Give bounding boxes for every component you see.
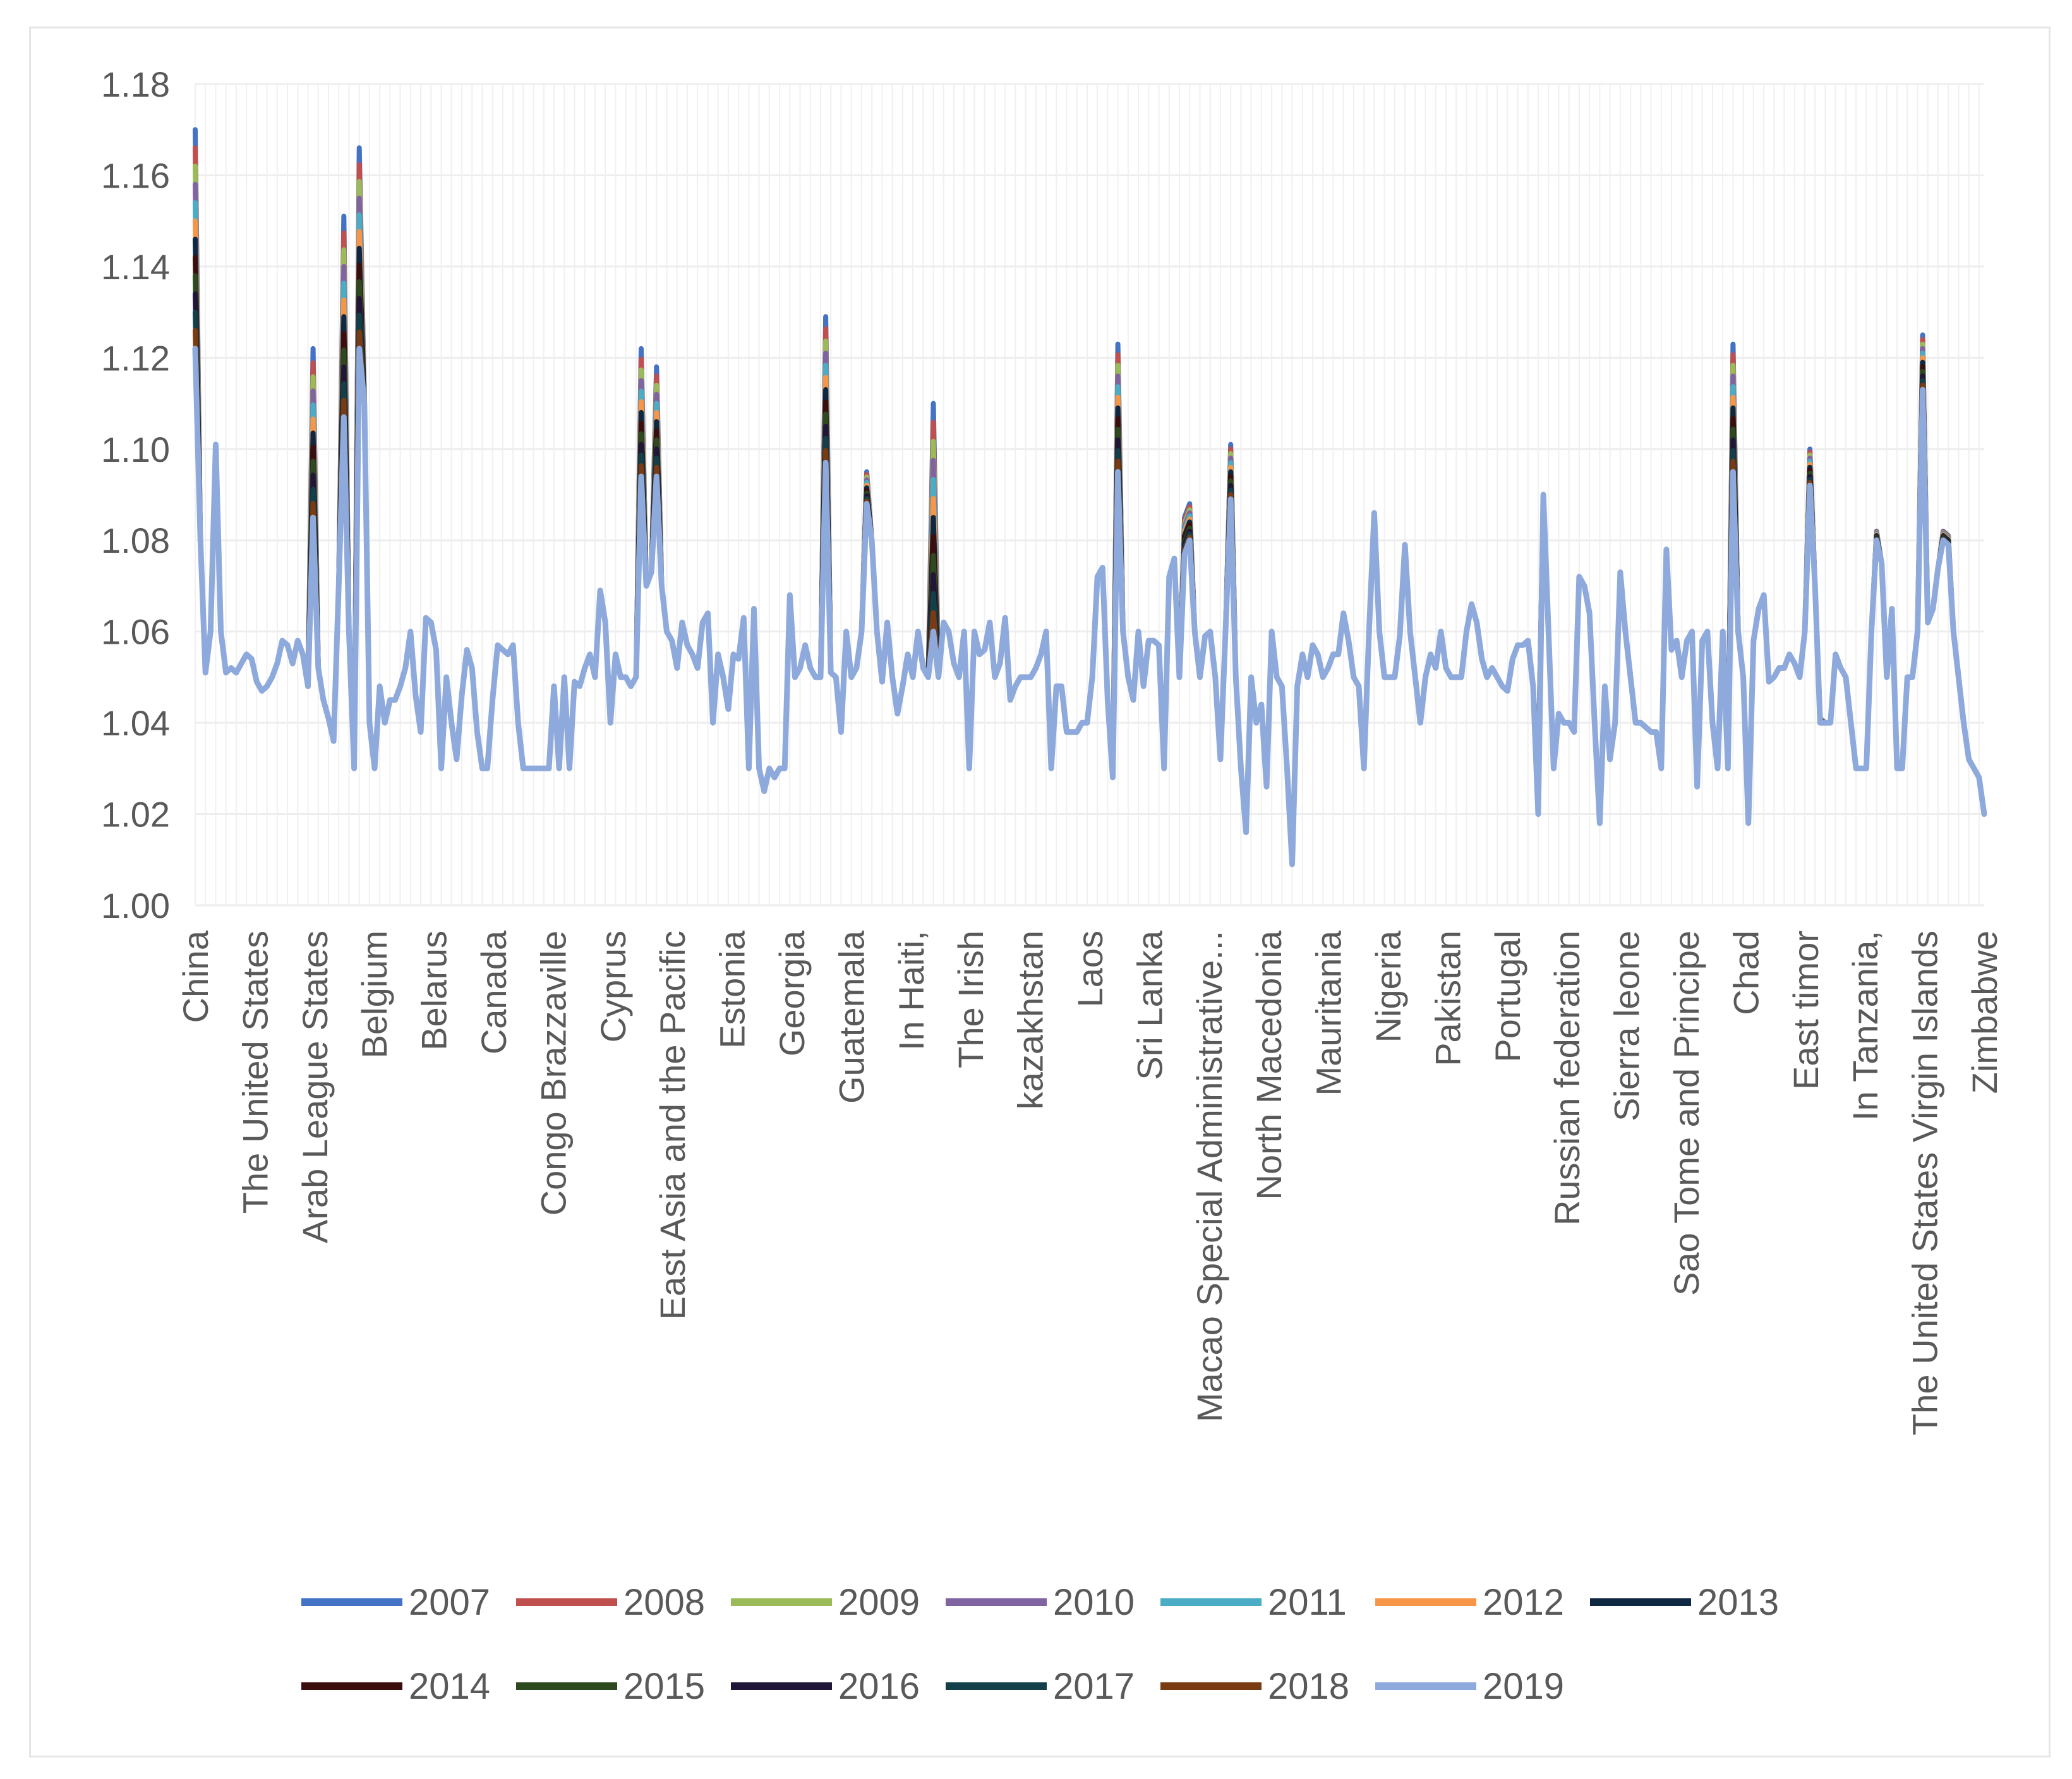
x-tick-label: In Tanzania,: [1845, 931, 1885, 1121]
y-tick-label: 1.00: [101, 886, 170, 926]
legend-label-2013: 2013: [1697, 1582, 1779, 1623]
x-tick-label: Canada: [474, 930, 514, 1054]
y-tick-label: 1.14: [101, 247, 170, 287]
legend-label-2018: 2018: [1268, 1666, 1349, 1707]
x-tick-label: The Irish: [951, 931, 991, 1068]
y-tick-label: 1.06: [101, 612, 170, 652]
y-tick-label: 1.02: [101, 795, 170, 835]
x-tick-label: Sri Lanka: [1129, 930, 1169, 1080]
x-tick-label: Laos: [1070, 931, 1110, 1007]
x-tick-label: Cyprus: [593, 931, 633, 1042]
x-tick-label: Sao Tome and Principe: [1666, 931, 1706, 1296]
line-chart: 1.00 1.02 1.04 1.06 1.08 1.10 1.12 1.14 1.16 1.18…: [101, 64, 2004, 1707]
x-tick-label: kazakhstan: [1011, 931, 1051, 1109]
legend-label-2014: 2014: [409, 1666, 490, 1707]
x-tick-label: Belgium: [354, 931, 394, 1058]
x-tick-label: Mauritania: [1309, 930, 1349, 1095]
x-tick-label: Portugal: [1488, 931, 1527, 1063]
legend-label-2015: 2015: [623, 1666, 705, 1707]
x-tick-label: Guatemala: [831, 930, 871, 1104]
y-tick-label: 1.10: [101, 430, 170, 469]
x-tick-label: Sierra leone: [1607, 931, 1647, 1121]
x-tick-label: Macao Special Administrative...: [1190, 931, 1229, 1422]
x-tick-label: Arab League States: [295, 931, 335, 1243]
y-tick-label: 1.16: [101, 155, 170, 195]
y-tick-label: 1.12: [101, 338, 170, 378]
y-axis-ticks: 1.00 1.02 1.04 1.06 1.08 1.10 1.12 1.14 1.16 1.18: [101, 64, 170, 926]
x-tick-label: The United States Virgin Islands: [1905, 931, 1945, 1435]
legend-label-2017: 2017: [1053, 1666, 1135, 1707]
legend-label-2012: 2012: [1483, 1582, 1564, 1623]
legend: 2007 2008 2009 2010 2011 2012 2013 2014 2015 2016…: [301, 1582, 1779, 1707]
series-lines: [192, 127, 1987, 867]
x-tick-label: East Asia and the Pacific: [653, 931, 692, 1320]
legend-label-2010: 2010: [1053, 1582, 1135, 1623]
x-tick-label: Nigeria: [1368, 930, 1408, 1042]
x-tick-label: Zimbabwe: [1965, 931, 2004, 1094]
plot-area: [195, 84, 1984, 905]
x-axis-ticks: China The United States Arab League States…: [176, 930, 2004, 1435]
x-tick-label: The United States: [235, 931, 275, 1214]
x-tick-label: Russian federation: [1547, 931, 1587, 1226]
x-tick-label: Georgia: [772, 930, 812, 1056]
x-tick-label: Pakistan: [1428, 931, 1467, 1066]
legend-label-2007: 2007: [409, 1582, 490, 1623]
legend-label-2009: 2009: [838, 1582, 920, 1623]
x-tick-label: East timor: [1786, 931, 1826, 1090]
legend-label-2011: 2011: [1268, 1582, 1347, 1623]
x-tick-label: China: [176, 930, 215, 1023]
series-line-2019: [192, 346, 1987, 867]
x-tick-label: North Macedonia: [1249, 930, 1289, 1200]
x-tick-label: Estonia: [713, 930, 752, 1049]
x-tick-label: Chad: [1726, 931, 1766, 1015]
x-tick-label: Congo Brazzaville: [533, 931, 573, 1215]
legend-label-2016: 2016: [838, 1666, 920, 1707]
x-tick-label: Belarus: [414, 931, 454, 1051]
chart-frame: 1.00 1.02 1.04 1.06 1.08 1.10 1.12 1.14 1.16 1.18…: [29, 27, 2051, 1758]
x-tick-label: In Haiti,: [891, 931, 931, 1051]
legend-label-2008: 2008: [623, 1582, 705, 1623]
y-tick-label: 1.18: [101, 64, 170, 104]
y-tick-label: 1.08: [101, 521, 170, 560]
legend-label-2019: 2019: [1483, 1666, 1564, 1707]
y-tick-label: 1.04: [101, 703, 170, 743]
